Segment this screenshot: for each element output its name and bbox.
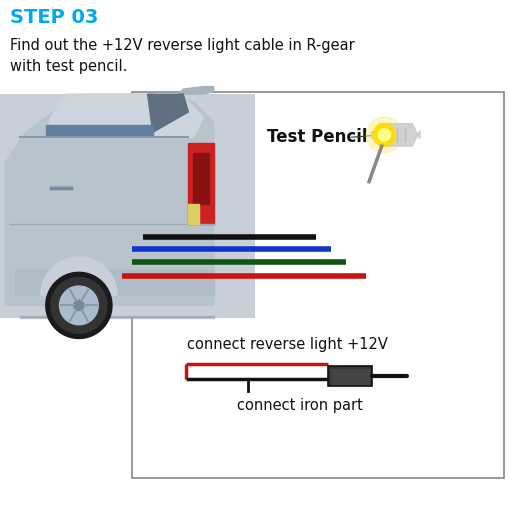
Polygon shape [331,369,369,384]
Polygon shape [5,94,214,305]
Polygon shape [193,153,209,204]
Polygon shape [188,143,214,224]
Text: with test pencil.: with test pencil. [10,59,128,73]
Text: Find out the +12V reverse light cable in R-gear: Find out the +12V reverse light cable in… [10,38,355,53]
Polygon shape [372,124,420,146]
Polygon shape [46,272,112,338]
Polygon shape [148,94,188,132]
Polygon shape [74,300,84,310]
Bar [328,366,372,386]
Text: Test Pencil: Test Pencil [267,128,367,147]
Polygon shape [60,286,98,325]
Text: connect iron part: connect iron part [237,398,362,413]
Circle shape [373,124,395,146]
Polygon shape [15,270,214,295]
Text: connect reverse light +12V: connect reverse light +12V [187,337,388,352]
Polygon shape [188,204,199,224]
Polygon shape [46,94,204,137]
Bar [132,92,504,478]
Circle shape [378,129,390,141]
Polygon shape [46,125,153,135]
Circle shape [366,117,402,153]
Polygon shape [51,277,107,333]
Polygon shape [178,87,214,94]
Polygon shape [41,257,117,295]
Text: STEP 03: STEP 03 [10,8,99,26]
Bar [0,94,254,318]
